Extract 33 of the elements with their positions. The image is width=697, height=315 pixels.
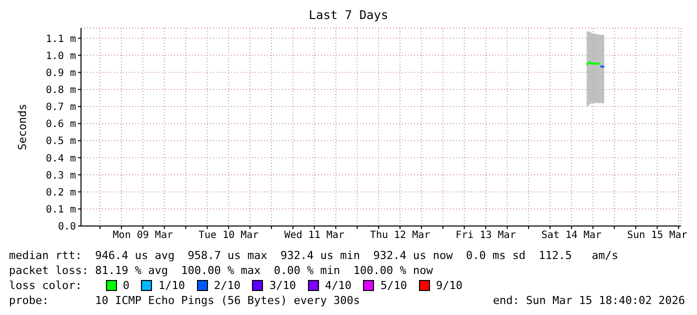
x-tick-label: Sat 14 Mar bbox=[541, 230, 602, 242]
y-tick-label: 0.9 m bbox=[46, 68, 76, 79]
legend-label: 9/10 bbox=[436, 278, 462, 293]
y-tick-label: 1.1 m bbox=[46, 34, 76, 45]
x-tick-label: Sun 15 Mar bbox=[627, 230, 688, 242]
y-tick-label: 0.4 m bbox=[46, 153, 76, 164]
legend-label: 3/10 bbox=[269, 278, 296, 293]
y-tick-label: 0.0 bbox=[58, 222, 76, 233]
y-tick-label: 0.5 m bbox=[46, 136, 76, 148]
x-tick-label: Mon 09 Mar bbox=[112, 230, 174, 242]
x-tick-label: Fri 13 Mar bbox=[456, 230, 516, 242]
x-tick-label: Wed 11 Mar bbox=[284, 230, 344, 242]
text: probe: 10 ICMP Echo Pings (56 Bytes) every 300s bbox=[9, 293, 360, 308]
y-axis-title: Seconds bbox=[16, 104, 29, 150]
legend-label: 5/10 bbox=[380, 278, 407, 293]
y-tick-label: 0.7 m bbox=[46, 102, 76, 114]
y-tick-label: 0.3 m bbox=[46, 170, 76, 182]
y-tick-label: 1.0 m bbox=[46, 50, 76, 62]
chart-title: Last 7 Days bbox=[308, 8, 390, 22]
y-tick-label: 0.8 m bbox=[46, 85, 76, 96]
legend-title: loss color: bbox=[9, 278, 82, 293]
y-tick-label: 0.2 m bbox=[46, 187, 76, 198]
x-tick-label: Tue 10 Mar bbox=[198, 230, 259, 242]
text: median rtt: 946.4 us avg 958.7 us max 932.4 us min 932.4 us now 0.0 ms sd 112.5 am/s bbox=[9, 248, 620, 263]
legend-label: 4/10 bbox=[324, 278, 352, 293]
legend-label: 1/10 bbox=[158, 278, 185, 293]
text: packet loss: 81.19 % avg 100.00 % max 0.00 % min 100.00 % now bbox=[9, 263, 434, 278]
legend-label: 0 bbox=[122, 278, 130, 293]
y-tick-label: 0.6 m bbox=[46, 119, 76, 130]
legend-label: 2/10 bbox=[214, 278, 240, 293]
y-tick-label: 0.1 m bbox=[46, 204, 76, 216]
text: end: Sun Mar 15 18:40:02 2026 bbox=[492, 293, 685, 308]
x-tick-label: Thu 12 Mar bbox=[370, 230, 430, 242]
